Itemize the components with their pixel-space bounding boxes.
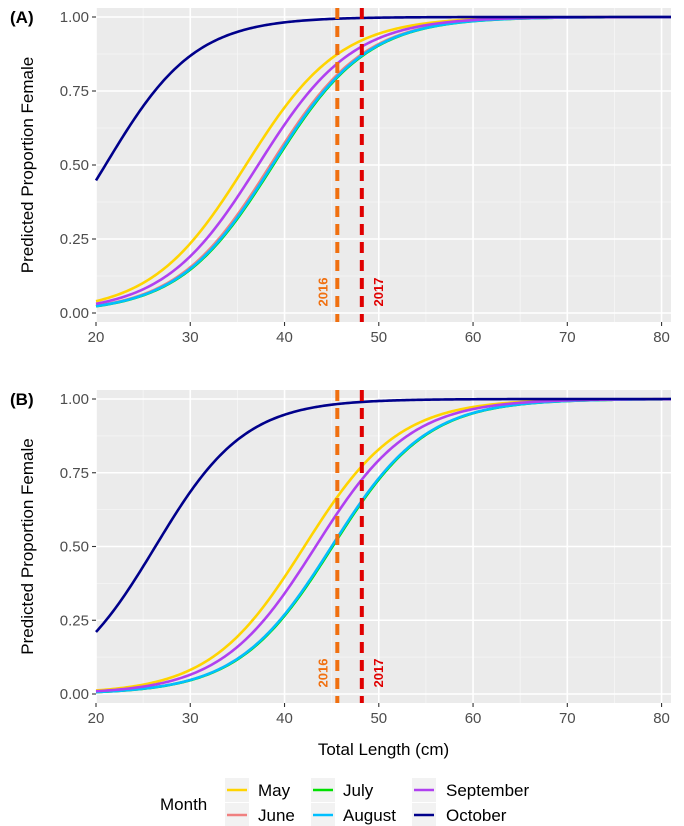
x-tick-label: 30 xyxy=(182,710,199,727)
y-axis-title: Predicted Proportion Female xyxy=(18,57,37,273)
chart-panel-2: 2016 2017 0.00 0.25 0.50 0.75 1.00 20 30 40 50 60 70… xyxy=(10,390,672,759)
gridlines xyxy=(95,390,671,703)
legend-label-august: August xyxy=(343,806,396,825)
y-tick-label: 0.00 xyxy=(60,686,89,703)
legend-title: Month xyxy=(160,795,207,814)
panel-label: (A) xyxy=(10,8,34,27)
x-tick-label: 20 xyxy=(88,710,105,727)
reference-label-2016: 2016 xyxy=(315,659,330,688)
y-tick-label: 0.50 xyxy=(60,157,89,174)
reference-label-2016: 2016 xyxy=(315,278,330,307)
y-tick-label: 0.50 xyxy=(60,539,89,556)
y-tick-label: 0.75 xyxy=(60,83,89,100)
legend-label-september: September xyxy=(446,781,529,800)
legend-label-june: June xyxy=(258,806,295,825)
legend: Month May June July August September October xyxy=(160,778,529,826)
legend-label-october: October xyxy=(446,806,507,825)
y-axis-title: Predicted Proportion Female xyxy=(18,438,37,654)
x-tick-label: 80 xyxy=(653,329,670,346)
x-tick-label: 50 xyxy=(370,710,387,727)
x-tick-label: 70 xyxy=(559,710,576,727)
x-tick-label: 20 xyxy=(88,329,105,346)
y-tick-label: 0.25 xyxy=(60,612,89,629)
series-lines xyxy=(94,15,672,308)
y-tick-label: 0.75 xyxy=(60,465,89,482)
series-line-october xyxy=(95,397,671,633)
reference-label-2017: 2017 xyxy=(371,278,386,307)
x-tick-label: 30 xyxy=(182,329,199,346)
x-tick-label: 80 xyxy=(653,710,670,727)
legend-label-may: May xyxy=(258,781,291,800)
series-line-october xyxy=(94,15,671,182)
series-lines xyxy=(95,397,672,694)
y-tick-label: 1.00 xyxy=(60,391,89,408)
y-tick-label: 1.00 xyxy=(60,9,89,26)
x-axis-title: Total Length (cm) xyxy=(318,740,449,759)
x-tick-label: 60 xyxy=(465,329,482,346)
reference-label-2017: 2017 xyxy=(371,659,386,688)
x-tick-label: 60 xyxy=(465,710,482,727)
legend-label-july: July xyxy=(343,781,374,800)
x-tick-label: 40 xyxy=(276,710,293,727)
y-tick-label: 0.25 xyxy=(60,231,89,248)
x-tick-label: 40 xyxy=(276,329,293,346)
x-tick-label: 70 xyxy=(559,329,576,346)
x-tick-label: 50 xyxy=(370,329,387,346)
panel-label: (B) xyxy=(10,390,34,409)
y-tick-label: 0.00 xyxy=(60,305,89,322)
chart-panel-1: 2016 2017 0.00 0.25 0.50 0.75 1.00 20 30 40 50 60 70… xyxy=(10,8,672,346)
